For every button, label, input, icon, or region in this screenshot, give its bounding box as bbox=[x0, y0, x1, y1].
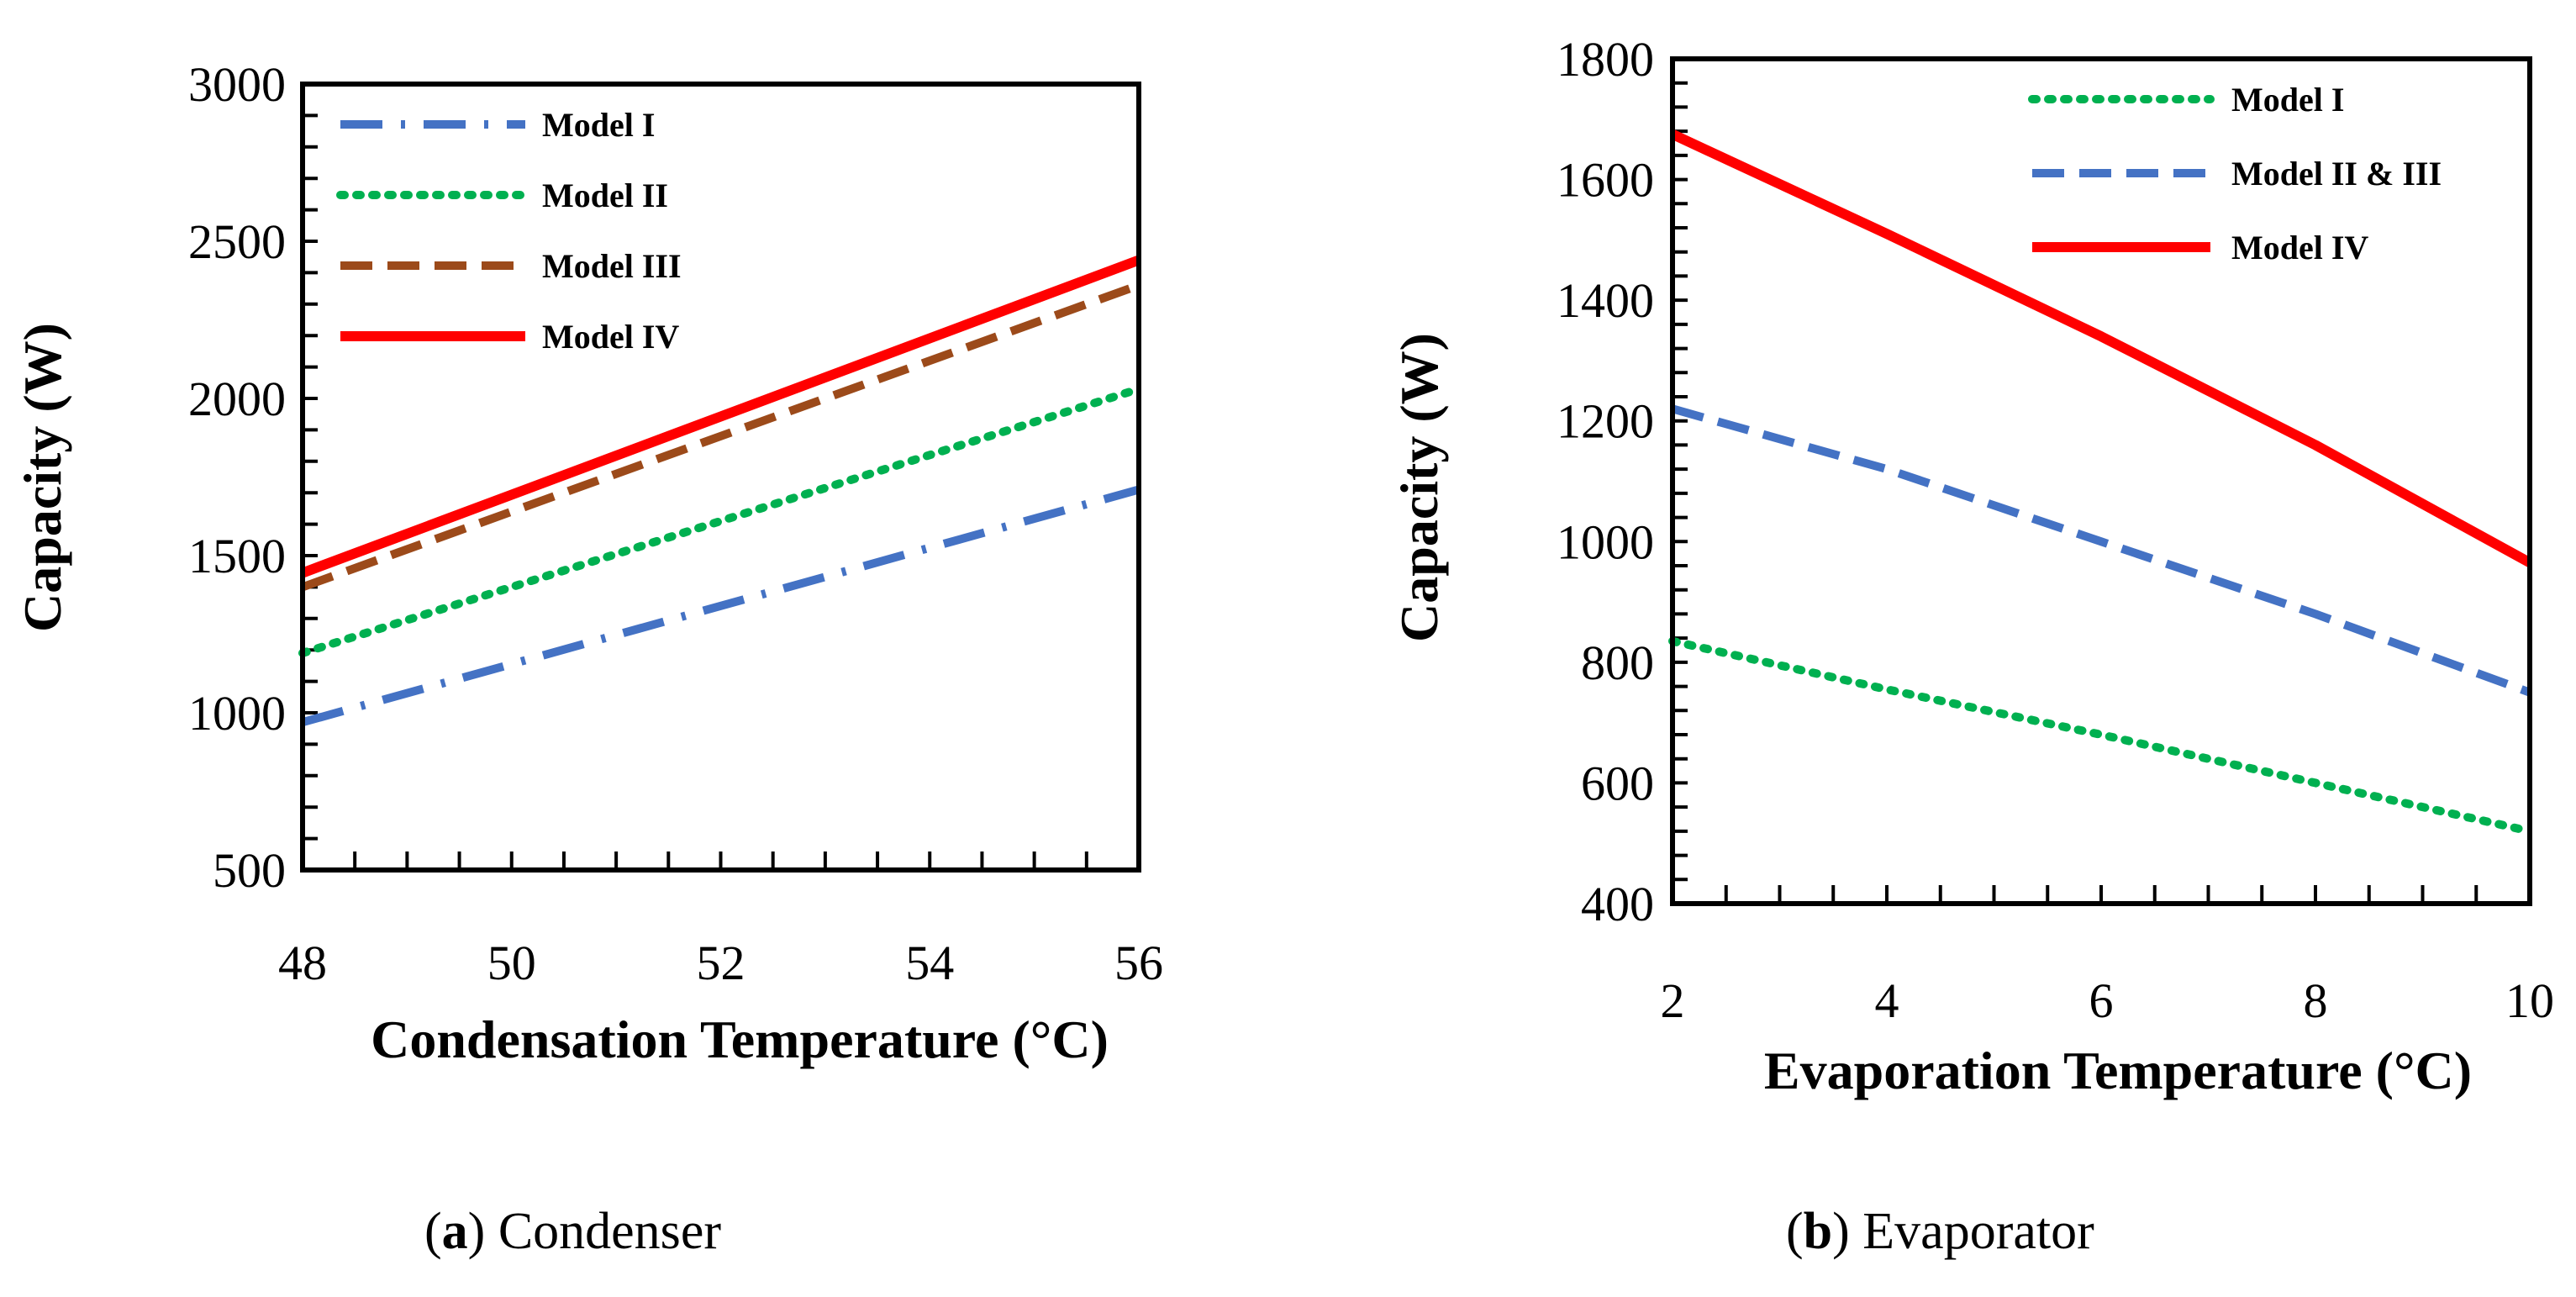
x-tick-label: 6 bbox=[2089, 973, 2114, 1028]
y-tick-label: 2500 bbox=[188, 214, 286, 269]
y-tick-label: 500 bbox=[213, 843, 286, 898]
y-tick-label: 600 bbox=[1581, 756, 1654, 810]
x-axis-title: Evaporation Temperature (°C) bbox=[1764, 1041, 2472, 1100]
series-line-2 bbox=[298, 384, 1143, 657]
x-tick-label: 48 bbox=[278, 936, 327, 990]
x-tick-label: 2 bbox=[1661, 973, 1685, 1028]
series-line-3 bbox=[301, 281, 1140, 592]
x-tick-label: 4 bbox=[1875, 973, 1899, 1028]
legend-label: Model IV bbox=[2231, 229, 2368, 266]
legend-label: Model II & III bbox=[2231, 155, 2442, 192]
series-line-1 bbox=[1668, 636, 2534, 836]
legend-label: Model III bbox=[542, 247, 682, 285]
x-axis-title: Condensation Temperature (°C) bbox=[371, 1010, 1109, 1069]
y-axis-title: Capacity (W) bbox=[1389, 333, 1449, 642]
y-tick-label: 1500 bbox=[188, 529, 286, 583]
x-tick-label: 8 bbox=[2304, 973, 2328, 1028]
y-tick-label: 2000 bbox=[188, 372, 286, 426]
caption-b: (b) Evaporator bbox=[1786, 1203, 2094, 1260]
y-tick-label: 400 bbox=[1581, 877, 1654, 931]
legend: Model I Model II & III Model IV bbox=[2028, 81, 2442, 266]
caption-b-text: Evaporator bbox=[1862, 1203, 2094, 1260]
legend-label: Model II bbox=[542, 177, 668, 214]
y-tick-label: 800 bbox=[1581, 635, 1654, 690]
x-tick-label: 56 bbox=[1114, 936, 1163, 990]
legend-label: Model I bbox=[542, 106, 655, 144]
legend: Model I Model II Model III Model IV bbox=[336, 106, 682, 356]
series-line-2 bbox=[1671, 404, 2531, 697]
caption-a-text: Condenser bbox=[498, 1203, 721, 1260]
y-tick-label: 1400 bbox=[1557, 273, 1654, 328]
series-line-4 bbox=[300, 255, 1141, 578]
y-tick-label: 1800 bbox=[1557, 32, 1654, 87]
legend-label: Model I bbox=[2231, 81, 2344, 119]
plot-frame bbox=[300, 82, 1141, 873]
caption-a: (a) Condenser bbox=[424, 1203, 721, 1260]
chart-panel-a: 500 1000 1500 2000 2500 3000 48 50 52 54 56Condens… bbox=[13, 57, 1163, 1069]
y-tick-label: 1600 bbox=[1557, 153, 1654, 208]
y-axis-title: Capacity (W) bbox=[13, 323, 72, 632]
series-line-1 bbox=[301, 485, 1140, 727]
x-tick-label: 10 bbox=[2505, 973, 2554, 1028]
series-line-3 bbox=[1670, 129, 2532, 567]
y-tick-label: 1000 bbox=[188, 686, 286, 741]
x-tick-label: 54 bbox=[905, 936, 954, 990]
y-tick-label: 1200 bbox=[1557, 394, 1654, 449]
y-tick-label: 3000 bbox=[188, 57, 286, 112]
x-tick-label: 50 bbox=[487, 936, 536, 990]
caption-a-letter: a bbox=[441, 1203, 468, 1260]
plot-frame bbox=[1670, 56, 2532, 906]
legend-label: Model IV bbox=[542, 318, 679, 356]
chart-panel-b: 400 600 800 1000 1200 1400 1600 1800 2 4 6 8 10 Evapo… bbox=[1389, 32, 2554, 1100]
caption-b-letter: b bbox=[1803, 1203, 1833, 1260]
y-tick-label: 1000 bbox=[1557, 514, 1654, 569]
x-tick-label: 52 bbox=[697, 936, 745, 990]
